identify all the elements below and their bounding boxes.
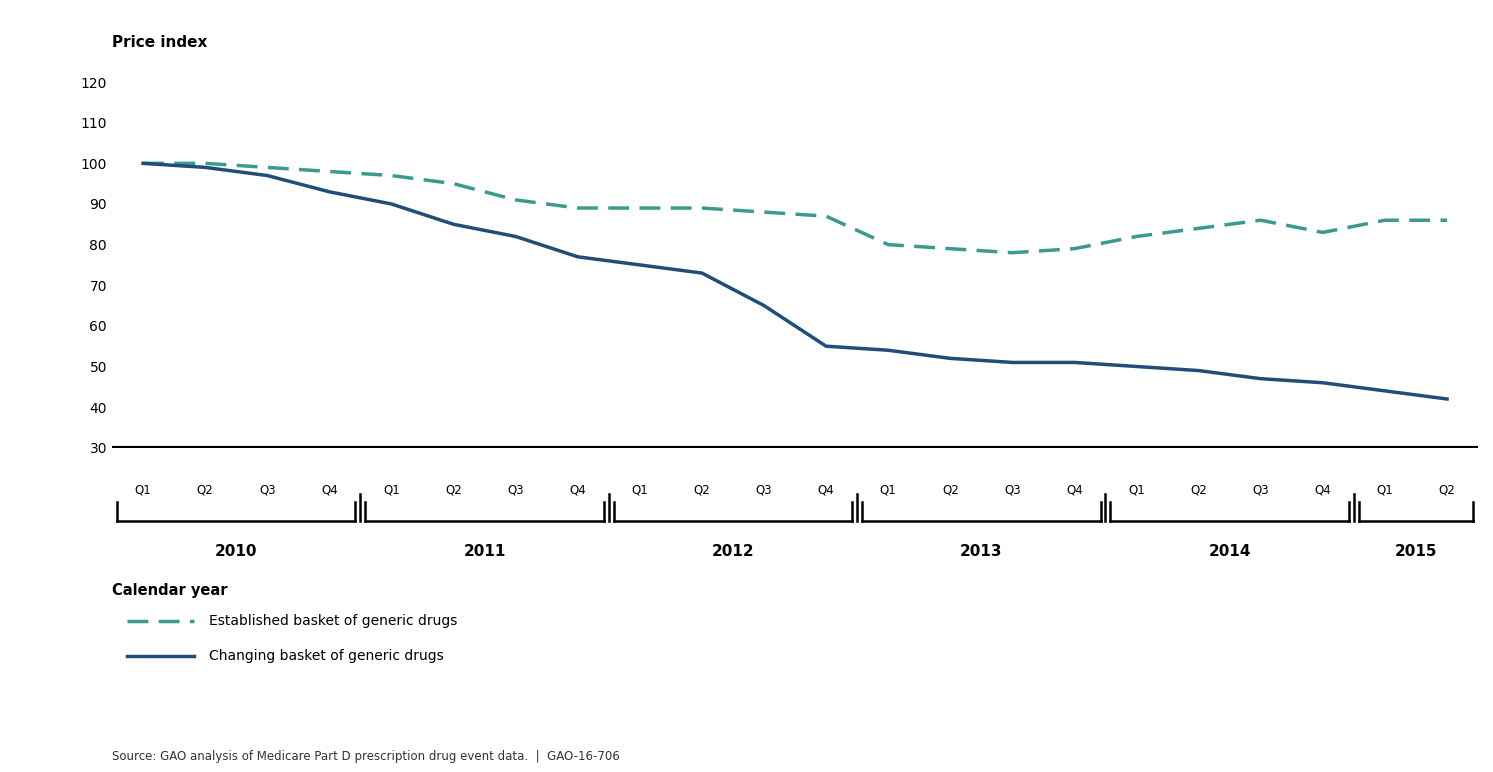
Text: Q3: Q3 (1005, 484, 1021, 496)
Text: Q3: Q3 (1253, 484, 1269, 496)
Text: Q2: Q2 (1439, 484, 1456, 496)
Text: Q1: Q1 (879, 484, 896, 496)
Text: 2011: 2011 (463, 544, 506, 560)
Text: Q2: Q2 (1190, 484, 1206, 496)
Text: Q1: Q1 (1377, 484, 1393, 496)
Text: Source: GAO analysis of Medicare Part D prescription drug event data.  |  GAO-16: Source: GAO analysis of Medicare Part D … (112, 750, 620, 763)
Text: Q1: Q1 (134, 484, 151, 496)
Text: Changing basket of generic drugs: Changing basket of generic drugs (209, 649, 443, 663)
Text: Q2: Q2 (694, 484, 711, 496)
Text: Q1: Q1 (1129, 484, 1145, 496)
Text: Q3: Q3 (755, 484, 772, 496)
Text: 2010: 2010 (215, 544, 257, 560)
Text: Q1: Q1 (632, 484, 648, 496)
Text: Q4: Q4 (1066, 484, 1082, 496)
Text: Q3: Q3 (258, 484, 276, 496)
Text: Q4: Q4 (569, 484, 587, 496)
Text: 2012: 2012 (712, 544, 754, 560)
Text: Q4: Q4 (1314, 484, 1332, 496)
Text: Calendar year: Calendar year (112, 583, 227, 598)
Text: 2014: 2014 (1208, 544, 1251, 560)
Text: Q2: Q2 (942, 484, 959, 496)
Text: 2015: 2015 (1394, 544, 1438, 560)
Text: Established basket of generic drugs: Established basket of generic drugs (209, 615, 457, 628)
Text: Q2: Q2 (197, 484, 213, 496)
Text: Price index: Price index (112, 36, 208, 50)
Text: Q3: Q3 (508, 484, 524, 496)
Text: Q4: Q4 (818, 484, 835, 496)
Text: 2013: 2013 (960, 544, 1003, 560)
Text: Q4: Q4 (321, 484, 337, 496)
Text: Q2: Q2 (445, 484, 461, 496)
Text: Q1: Q1 (384, 484, 400, 496)
